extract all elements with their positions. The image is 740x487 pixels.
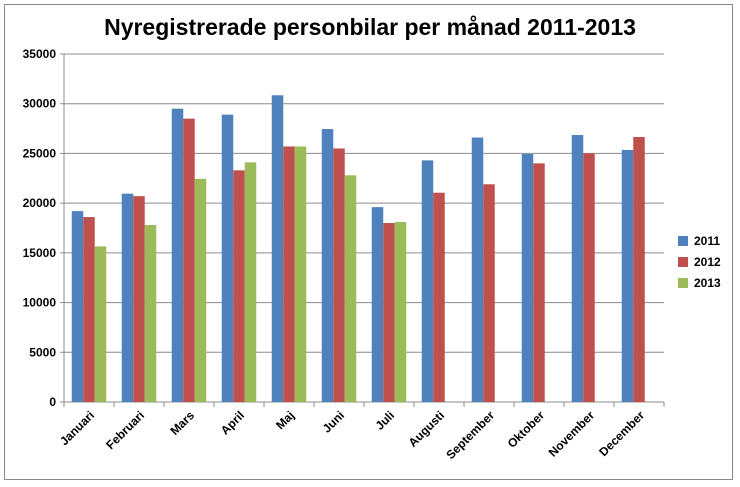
- y-tick-label: 30000: [23, 97, 57, 111]
- bar-2012-maj: [283, 146, 295, 402]
- legend-item-2012: 2012: [678, 251, 721, 272]
- legend-item-2013: 2013: [678, 272, 721, 293]
- bar-2013-juli: [394, 222, 407, 402]
- bar-2012-september: [483, 184, 495, 402]
- x-tick-label: Maj: [273, 408, 297, 432]
- bar-2012-augusti: [433, 192, 445, 402]
- bar-2012-oktober: [533, 163, 545, 402]
- x-tick-label: Oktober: [505, 408, 548, 451]
- legend-swatch-2011: [678, 235, 688, 246]
- bar-2012-november: [583, 153, 595, 402]
- x-tick-label: April: [218, 408, 247, 437]
- bar-2012-februari: [133, 196, 145, 402]
- y-tick-label: 10000: [23, 296, 57, 310]
- x-tick-label: September: [443, 408, 497, 462]
- bar-2011-april: [221, 114, 234, 402]
- x-tick-label: Juli: [373, 408, 398, 433]
- bar-2012-december: [633, 137, 645, 402]
- legend: 2011 2012 2013: [678, 230, 721, 293]
- bar-2011-maj: [271, 95, 284, 403]
- bar-2011-mars: [171, 108, 184, 402]
- bar-2013-mars: [194, 178, 207, 402]
- bar-2013-april: [244, 162, 257, 402]
- bar-2012-mars: [183, 118, 195, 402]
- y-tick-label: 0: [49, 395, 56, 409]
- bar-2013-maj: [294, 146, 307, 402]
- x-tick-label: Januari: [57, 408, 97, 448]
- y-tick-label: 5000: [29, 345, 56, 359]
- y-tick-label: 15000: [23, 246, 57, 260]
- bar-2012-januari: [83, 217, 95, 402]
- bar-2011-november: [571, 135, 584, 402]
- bar-2011-december: [621, 149, 634, 402]
- bar-2011-oktober: [521, 153, 534, 402]
- legend-swatch-2013: [678, 277, 688, 288]
- x-tick-label: Februari: [103, 408, 147, 452]
- legend-item-2011: 2011: [678, 230, 721, 251]
- chart-title: Nyregistrerade personbilar per månad 201…: [104, 14, 636, 40]
- x-tick-label: Juni: [320, 408, 347, 435]
- bar-2011-augusti: [421, 160, 434, 402]
- bar-2011-juli: [371, 207, 384, 402]
- legend-label-2013: 2013: [694, 275, 721, 290]
- bar-2011-juni: [321, 129, 334, 402]
- bar-2013-juni: [344, 175, 357, 402]
- bar-2012-juni: [333, 148, 345, 402]
- bar-2011-februari: [121, 193, 134, 402]
- bar-2011-september: [471, 137, 484, 402]
- x-tick-label: December: [596, 408, 647, 459]
- bar-2013-januari: [94, 246, 107, 402]
- bar-2012-juli: [383, 223, 395, 402]
- legend-label-2012: 2012: [694, 254, 721, 269]
- y-tick-label: 35000: [23, 47, 57, 61]
- bar-2011-januari: [71, 211, 84, 402]
- legend-label-2011: 2011: [694, 233, 721, 248]
- bar-2012-april: [233, 170, 245, 402]
- x-tick-label: November: [546, 408, 598, 460]
- y-tick-label: 20000: [23, 196, 57, 210]
- y-tick-label: 25000: [23, 146, 57, 160]
- legend-swatch-2012: [678, 256, 688, 267]
- x-tick-label: Augusti: [406, 408, 447, 449]
- x-tick-label: Mars: [167, 408, 197, 438]
- bar-2013-februari: [144, 225, 157, 402]
